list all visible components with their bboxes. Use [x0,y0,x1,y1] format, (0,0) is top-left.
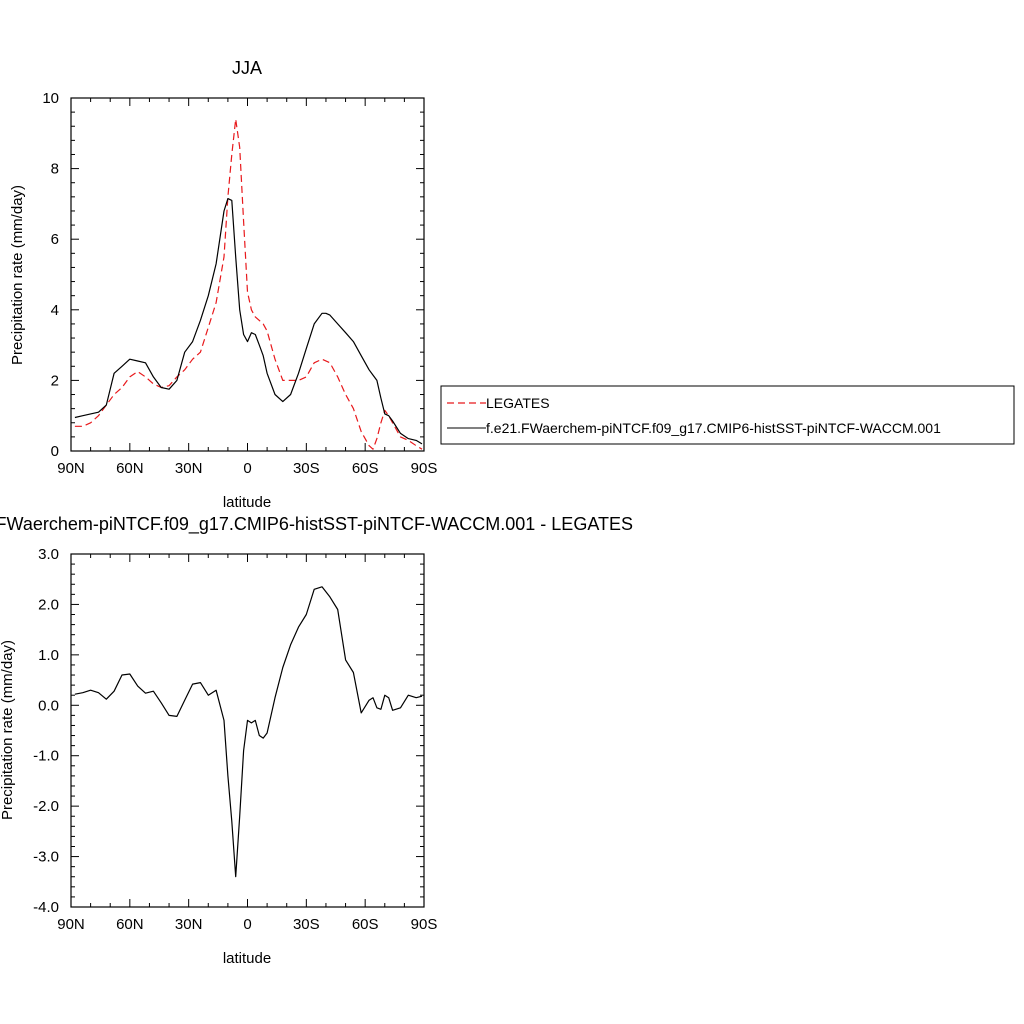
top-x-axis-label: latitude [223,494,271,511]
bottom-series-group [74,586,423,878]
x-tick-label: 30S [293,460,320,477]
top-y-axis-label: Precipitation rate (mm/day) [9,185,26,365]
x-tick-label: 90S [411,460,438,477]
y-tick-label: 8 [51,161,59,178]
legend-label-model: f.e21.FWaerchem-piNTCF.f09_g17.CMIP6-his… [486,420,941,436]
y-tick-label: 6 [51,231,59,248]
legend-box [440,385,1015,445]
y-tick-label: 10 [42,90,59,107]
x-tick-label: 90S [411,916,438,933]
y-tick-label: -1.0 [33,748,59,765]
top-ticks [70,97,425,452]
series-line-0 [74,118,423,450]
bottom-ticks [70,553,425,908]
y-tick-label: -3.0 [33,849,59,866]
y-tick-label: 2.0 [38,596,59,613]
x-tick-label: 30N [175,916,203,933]
y-tick-label: 2 [51,372,59,389]
bottom-chart-title: f.e21.FWaerchem-piNTCF.f09_g17.CMIP6-his… [0,514,633,535]
y-tick-label: 0.0 [38,697,59,714]
x-tick-label: 0 [243,460,251,477]
x-tick-label: 0 [243,916,251,933]
x-tick-label: 60S [352,460,379,477]
x-tick-label: 30S [293,916,320,933]
x-tick-label: 60N [116,916,144,933]
bottom-plot-frame [70,553,425,908]
series-line-1 [74,198,423,445]
x-tick-label: 90N [57,916,85,933]
x-tick-label: 60S [352,916,379,933]
bottom-y-axis-label: Precipitation rate (mm/day) [0,640,16,820]
top-x-tick-labels: 90N 60N 30N 0 30S 60S 90S [57,460,437,477]
series-line-0 [74,586,423,878]
top-chart: JJA 90N 60N 30N 0 30S 60S 90S 0 2 4 6 8 10 latitude… [9,58,437,511]
y-tick-label: 0 [51,443,59,460]
y-tick-label: 4 [51,302,59,319]
y-tick-label: -4.0 [33,899,59,916]
bottom-x-tick-labels: 90N 60N 30N 0 30S 60S 90S [57,916,437,933]
top-plot-frame [70,97,425,452]
top-chart-title: JJA [232,58,262,78]
x-tick-label: 60N [116,460,144,477]
y-tick-label: 3.0 [38,546,59,563]
legend-label-legates: LEGATES [486,395,550,411]
x-tick-label: 30N [175,460,203,477]
bottom-chart: f.e21.FWaerchem-piNTCF.f09_g17.CMIP6-his… [0,514,633,967]
x-tick-label: 90N [57,460,85,477]
bottom-x-axis-label: latitude [223,950,271,967]
top-series-group [74,118,423,450]
legend: LEGATES f.e21.FWaerchem-piNTCF.f09_g17.C… [440,385,1015,445]
top-y-tick-labels: 0 2 4 6 8 10 [42,90,59,460]
y-tick-label: 1.0 [38,647,59,664]
bottom-y-tick-labels: 3.0 2.0 1.0 0.0 -1.0 -2.0 -3.0 -4.0 [33,546,59,916]
y-tick-label: -2.0 [33,798,59,815]
